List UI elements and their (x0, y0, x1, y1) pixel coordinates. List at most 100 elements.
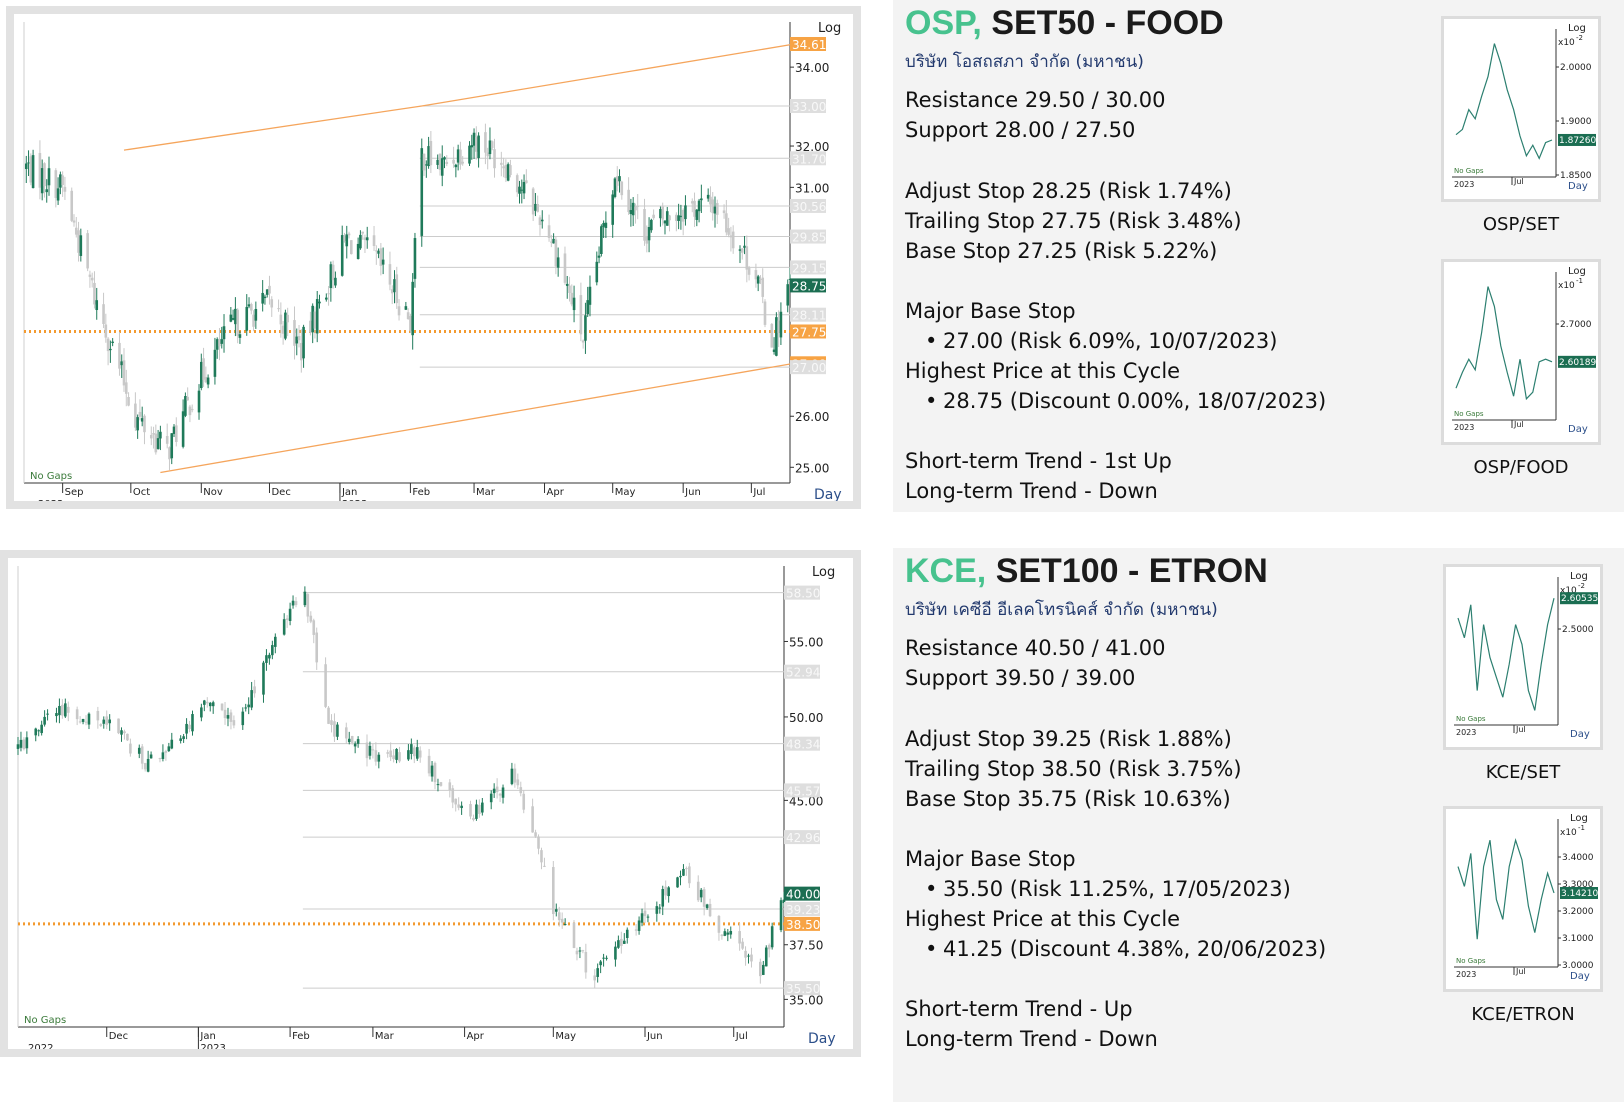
candle-body (231, 318, 235, 320)
base-stop-text: Base Stop 35.75 (Risk 10.63%) (905, 787, 1231, 811)
month-label: Jan (199, 1031, 215, 1042)
candle-body (58, 706, 61, 716)
candle-body (165, 435, 169, 444)
candle-body (404, 306, 408, 310)
base-stop-text: Base Stop 27.25 (Risk 5.22%) (905, 239, 1218, 263)
candle-body (124, 382, 128, 394)
candle-body (199, 361, 203, 389)
candle-body (625, 929, 629, 938)
candle-body (675, 214, 678, 221)
candle-body (516, 779, 520, 786)
candle-body (397, 306, 401, 316)
candle-body (127, 396, 130, 406)
candle-body (253, 686, 256, 694)
y-tick-label: 25.00 (795, 461, 829, 475)
candle-body (493, 149, 496, 169)
candle-body (629, 210, 633, 215)
candle-body (285, 618, 289, 620)
candle-body (406, 312, 410, 320)
candle-body (413, 238, 417, 279)
candle-body (134, 403, 137, 428)
candle-body (156, 438, 160, 449)
month-label: May (555, 1031, 576, 1042)
candle-body (604, 222, 608, 228)
candle-body (759, 279, 762, 281)
candle-body (149, 754, 153, 759)
candle-body (584, 951, 588, 973)
mini-tick-label: 3.0000 (1562, 961, 1594, 971)
mini-tick-label: 3.4000 (1562, 853, 1594, 863)
mini-log-label: Log (1568, 23, 1586, 34)
candle-body (425, 164, 428, 166)
price-level-tag-text: 48.34 (786, 738, 820, 752)
candle-body (615, 176, 619, 186)
price-level-tag-text: 29.85 (792, 231, 826, 245)
candle-body (381, 259, 385, 265)
candle-body (685, 868, 688, 870)
price-level-tag-text: 40.00 (786, 888, 820, 902)
candle-body (22, 739, 26, 750)
no-gaps-label: No Gaps (30, 471, 72, 482)
candle-body (537, 836, 540, 849)
candle-body (560, 918, 564, 923)
candle-body (597, 255, 601, 258)
mini-year-label: 2023 (1454, 180, 1474, 189)
price-level-tag (784, 664, 820, 679)
candle-body (86, 233, 89, 269)
major-base-stop-label: Major Base Stop (905, 299, 1076, 323)
candle-body (288, 608, 292, 621)
year-label: 2022 (28, 1043, 53, 1049)
candle-body (38, 152, 42, 188)
log-scale-label: Log (818, 21, 841, 36)
candle-body (286, 314, 289, 323)
candle-body (690, 201, 694, 204)
candle-body (713, 206, 717, 214)
candle-body (343, 235, 346, 241)
candle-body (315, 632, 319, 663)
mini-value-tag-text: 2.60189 (1559, 358, 1596, 368)
candle-body (70, 190, 74, 221)
candle-body (159, 431, 162, 439)
candle-body (731, 231, 735, 249)
candle-body (495, 786, 499, 793)
candle-body (418, 750, 422, 758)
candle-body (515, 175, 519, 193)
price-level-tag (784, 783, 820, 798)
candle-body (138, 411, 142, 417)
mini-month-label: Jul (1515, 967, 1526, 976)
candle-body (215, 339, 219, 350)
candle-body (390, 289, 394, 294)
y-tick-label: 34.00 (795, 61, 829, 75)
candle-body (605, 957, 608, 959)
candle-body (222, 326, 226, 340)
candle-body (168, 447, 171, 460)
relative-strength-line (1455, 43, 1553, 160)
candle-body (226, 715, 230, 719)
candle-body (520, 189, 524, 191)
candle-body (407, 750, 410, 760)
candle-body (572, 297, 576, 311)
candle-body (661, 206, 665, 220)
price-level-tag (790, 36, 826, 51)
candle-body (95, 300, 99, 311)
candle-body (220, 339, 224, 344)
candle-body (61, 175, 64, 186)
candle-body (556, 257, 560, 268)
candle-body (709, 196, 712, 205)
candle-body (31, 155, 35, 189)
candle-body (540, 850, 543, 863)
candle-body (448, 782, 452, 791)
candle-body (460, 805, 463, 809)
price-level-tag-text: 29.15 (792, 261, 826, 275)
mini-year-label: 2023 (1456, 970, 1476, 979)
candle-body (154, 433, 158, 453)
candle-body (232, 720, 236, 726)
candle-body (334, 277, 337, 286)
candle-body (534, 203, 537, 211)
price-level-tag-text: 30.56 (792, 200, 826, 214)
mini-exponent-power: -2 (1576, 34, 1583, 42)
candle-body (37, 730, 41, 732)
mini-exponent-power: -1 (1576, 277, 1583, 285)
candle-body (104, 324, 108, 338)
candle-body (478, 804, 481, 814)
